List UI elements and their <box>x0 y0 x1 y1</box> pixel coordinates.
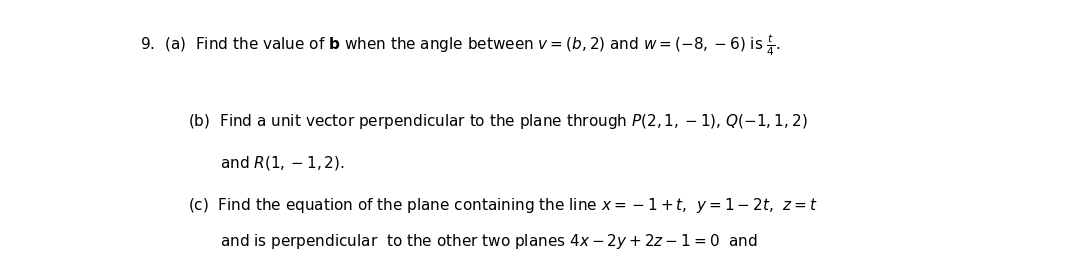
Text: 9.  (a)  Find the value of $\mathbf{b}$ when the angle between $v = (b, 2)$ and : 9. (a) Find the value of $\mathbf{b}$ wh… <box>140 32 780 58</box>
Text: (b)  Find a unit vector perpendicular to the plane through $P(2, 1, -1)$, $Q(-1,: (b) Find a unit vector perpendicular to … <box>188 112 807 131</box>
Text: and $R(1, -1, 2)$.: and $R(1, -1, 2)$. <box>220 154 345 171</box>
Text: (c)  Find the equation of the plane containing the line $x = -1 + t$,  $y = 1 - : (c) Find the equation of the plane conta… <box>188 196 818 215</box>
Text: and is perpendicular  to the other two planes $4x - 2y + 2z - 1 = 0$  and: and is perpendicular to the other two pl… <box>220 232 758 251</box>
